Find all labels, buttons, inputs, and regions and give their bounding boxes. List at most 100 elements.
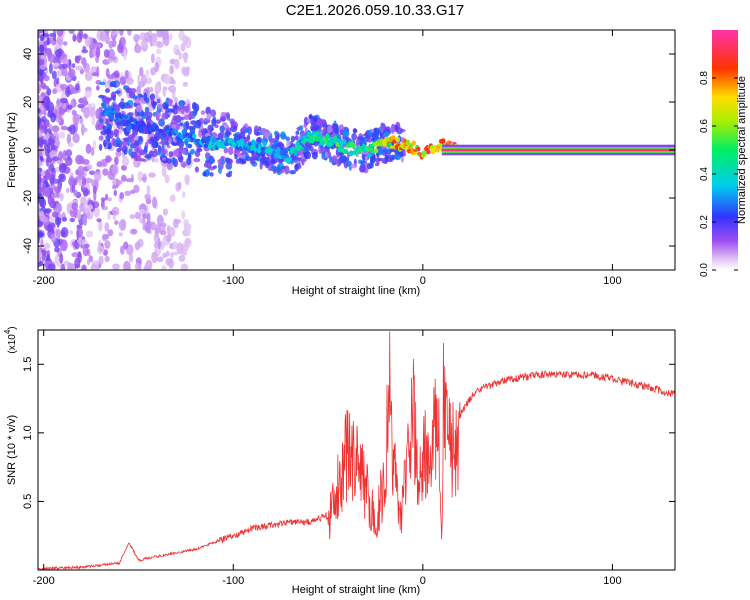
heatmap-cell <box>151 150 158 158</box>
heatmap-cell <box>194 105 198 114</box>
heatmap-cell <box>168 98 173 107</box>
heatmap-cell <box>300 152 305 161</box>
heatmap-cell <box>113 123 118 131</box>
heatmap-cell <box>107 229 114 237</box>
heatmap-cell <box>82 159 90 165</box>
heatmap-cell <box>304 127 308 134</box>
heatmap-cell <box>155 90 159 100</box>
heatmap-cell <box>230 120 236 128</box>
heatmap-cell <box>143 265 149 270</box>
heatmap-cell <box>185 227 192 237</box>
heatmap-cell <box>125 178 134 183</box>
heatmap-cell <box>38 60 41 73</box>
heatmap-cell <box>159 141 166 145</box>
heatmap-cell <box>206 113 212 120</box>
heatmap-cell <box>152 196 157 209</box>
y-tick-label: -20 <box>22 190 34 206</box>
heatmap-cell <box>172 115 178 121</box>
heatmap-cell <box>161 112 168 120</box>
heatmap-cell <box>38 108 41 114</box>
heatmap-cell <box>327 125 333 133</box>
heatmap-cell <box>170 252 174 259</box>
heatmap-cell <box>298 146 304 150</box>
heatmap-cell <box>394 153 399 160</box>
heatmap-cell <box>74 177 78 182</box>
heatmap-cell <box>123 260 131 270</box>
heatmap-cell <box>46 142 51 154</box>
heatmap-cell <box>412 151 418 156</box>
heatmap-cell <box>118 219 127 231</box>
heatmap-cell <box>239 138 245 144</box>
heatmap-cell <box>181 210 186 220</box>
heatmap-cell <box>40 93 46 98</box>
heatmap-cell <box>140 74 147 86</box>
heatmap-cell <box>110 115 115 121</box>
heatmap-cell <box>98 135 104 141</box>
heatmap-cell <box>38 101 42 109</box>
heatmap-cell <box>101 205 109 211</box>
heatmap-cell <box>270 165 277 171</box>
heatmap-cell <box>113 189 118 197</box>
heatmap-cell <box>383 131 389 137</box>
heatmap-cell <box>139 32 147 41</box>
heatmap-cell <box>38 84 41 95</box>
heatmap-cell <box>184 105 190 113</box>
heatmap-cell <box>311 126 317 133</box>
heatmap-cell <box>44 208 52 214</box>
heatmap-cell <box>134 146 140 154</box>
heatmap-cell <box>356 138 362 144</box>
heatmap-cell <box>280 131 286 140</box>
heatmap-cell <box>389 145 395 149</box>
heatmap-cell <box>137 74 141 84</box>
heatmap-cell <box>172 149 180 157</box>
heatmap-cell <box>159 230 167 236</box>
heatmap-cell <box>166 162 173 171</box>
heatmap-cell <box>392 139 397 144</box>
heatmap-cell <box>82 57 87 69</box>
heatmap-cell <box>59 192 64 198</box>
heatmap-cell <box>119 192 125 200</box>
heatmap-cell <box>218 167 222 174</box>
heatmap-cell <box>290 135 296 143</box>
heatmap-cell <box>82 96 88 107</box>
heatmap-cell <box>182 67 190 77</box>
heatmap-cell <box>154 224 162 234</box>
heatmap-cell <box>281 149 287 157</box>
heatmap-cell <box>73 189 78 197</box>
heatmap-cell <box>274 130 279 136</box>
heatmap-cell <box>395 136 400 143</box>
heatmap-cell <box>92 38 97 44</box>
heatmap-cell <box>116 137 121 144</box>
heatmap-cell <box>188 111 194 120</box>
colorbar-tick-label: 0.8 <box>699 71 710 85</box>
heatmap-cell <box>130 228 138 235</box>
heatmap-cell <box>179 122 184 127</box>
heatmap-cell <box>134 211 142 220</box>
heatmap-cell <box>181 244 189 252</box>
colorbar-tick-label: 0.6 <box>699 119 710 133</box>
heatmap-cell <box>92 266 97 270</box>
heatmap-cell <box>143 92 148 102</box>
heatmap-cell <box>194 149 201 158</box>
heatmap-cell <box>228 146 234 156</box>
heatmap-cell <box>56 34 64 46</box>
heatmap-cell <box>174 96 178 103</box>
heatmap-cell <box>146 185 151 195</box>
heatmap-cell <box>227 164 232 170</box>
heatmap-cell <box>51 197 55 204</box>
heatmap-cell <box>111 206 120 216</box>
heatmap-cell <box>338 140 344 147</box>
heatmap-cell <box>219 131 225 137</box>
heatmap-cell <box>284 165 290 175</box>
heatmap-cell <box>104 222 110 232</box>
heatmap-cell <box>405 139 411 146</box>
heatmap-cell <box>97 122 105 131</box>
heatmap-cell <box>203 121 208 125</box>
heatmap-cell <box>59 253 64 264</box>
heatmap-cell <box>38 30 41 39</box>
heatmap-cell <box>144 106 150 113</box>
heatmap-cell <box>46 88 52 96</box>
heatmap-cell <box>133 102 137 108</box>
heatmap-cell <box>90 146 95 157</box>
